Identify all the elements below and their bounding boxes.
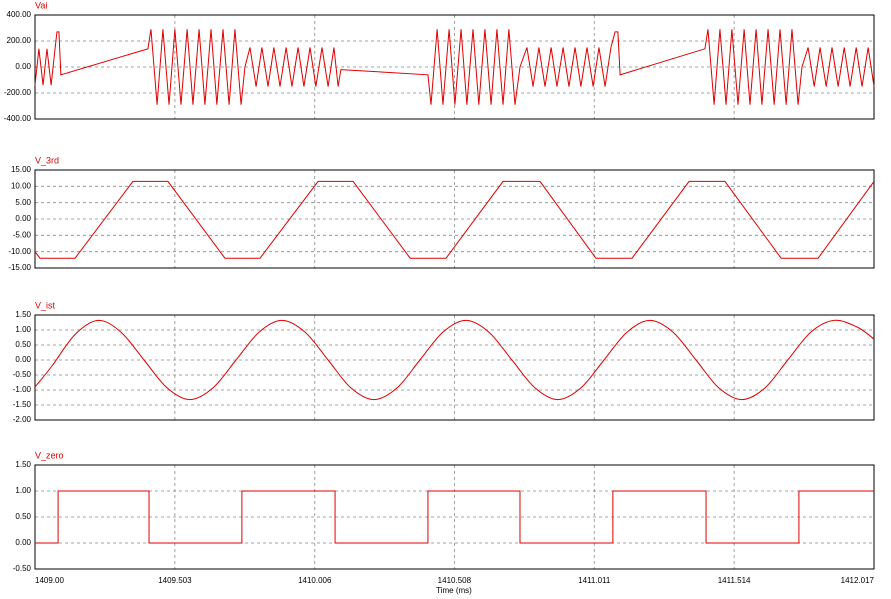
y-tick-label: 0.00 [15, 214, 31, 223]
y-tick-label: -2.00 [13, 415, 32, 424]
plot-frame [34, 464, 875, 570]
x-tick-label: 1410.006 [298, 576, 332, 585]
y-tick-label: 5.00 [15, 198, 31, 207]
panel-title: V_3rd [35, 155, 59, 165]
x-tick-label: 1409.503 [158, 576, 192, 585]
x-tick-label: 1409.00 [35, 576, 64, 585]
y-tick-label: 0.00 [15, 538, 31, 547]
y-tick-label: -0.50 [13, 370, 32, 379]
panel-title: V_ist [35, 300, 56, 310]
y-tick-label: -400.00 [4, 114, 32, 123]
panel-title: Vai [35, 0, 47, 10]
y-tick-label: 15.00 [11, 165, 32, 174]
y-tick-label: 1.00 [15, 325, 31, 334]
y-tick-label: -0.50 [13, 564, 32, 573]
y-tick-label: 10.00 [11, 181, 32, 190]
y-tick-label: -15.00 [8, 263, 31, 272]
y-tick-label: 0.00 [15, 355, 31, 364]
y-tick-label: 200.00 [7, 36, 32, 45]
y-tick-label: 0.50 [15, 512, 31, 521]
y-tick-label: 0.00 [15, 62, 31, 71]
y-tick-label: -5.00 [13, 230, 32, 239]
series-line [34, 180, 875, 259]
x-axis-label: Time (ms) [436, 586, 472, 595]
plot-frame [34, 169, 875, 269]
y-tick-label: -10.00 [8, 247, 31, 256]
y-tick-label: 0.50 [15, 340, 31, 349]
x-tick-label: 1411.514 [718, 576, 751, 585]
series-line [34, 29, 875, 105]
x-tick-label: 1411.011 [578, 576, 611, 585]
y-tick-label: 1.50 [15, 310, 31, 319]
y-tick-label: -1.50 [13, 400, 32, 409]
y-tick-label: 1.00 [15, 486, 31, 495]
x-tick-label: 1410.508 [438, 576, 472, 585]
plot-frame [34, 314, 875, 421]
y-tick-label: -200.00 [4, 88, 32, 97]
y-tick-label: 400.00 [7, 10, 32, 19]
y-tick-label: 1.50 [15, 460, 31, 469]
series-line [35, 490, 874, 544]
plot-frame [34, 14, 875, 120]
panel-title: V_zero [35, 450, 64, 460]
series-line [34, 319, 875, 401]
y-tick-label: -1.00 [13, 385, 32, 394]
x-tick-label: 1412.017 [841, 576, 875, 585]
